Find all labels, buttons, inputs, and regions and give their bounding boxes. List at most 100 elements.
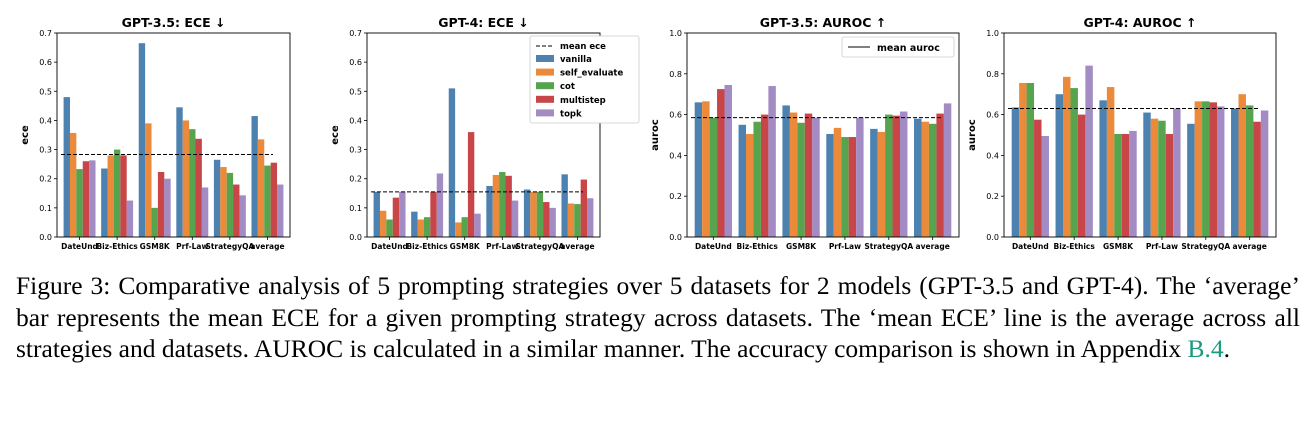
bar-vanilla-Biz-Ethics: [101, 168, 108, 237]
y-tick-label: 0.6: [669, 111, 682, 120]
y-tick-label: 0.8: [986, 70, 999, 79]
bar-cot-GSM8K: [797, 122, 805, 237]
x-tick-label: GSM8K: [140, 242, 171, 251]
bar-topk-GSM8K: [812, 117, 820, 237]
y-tick-label: 0.0: [986, 233, 999, 242]
x-tick-label: DateUnd: [1012, 242, 1049, 251]
bar-vanilla-Biz-Ethics: [1055, 94, 1064, 237]
bar-cot-GSM8K: [1114, 133, 1122, 237]
bar-self_evaluate-average: [567, 203, 575, 237]
bar-topk-Biz-Ethics: [1085, 65, 1093, 237]
bar-multistep-GSM8K: [804, 113, 813, 237]
bar-topk-Prf-Law: [201, 187, 209, 237]
y-tick-label: 0.4: [669, 151, 682, 160]
bar-cot-StrategyQA: [536, 191, 544, 237]
bar-multistep-StrategyQA: [543, 202, 550, 237]
bar-topk-Prf-Law: [856, 117, 864, 237]
x-tick-label: Prf-Law: [1146, 242, 1178, 251]
legend-label: topk: [560, 109, 582, 119]
plot-frame: [1003, 32, 1277, 238]
bar-vanilla-DateUnd: [373, 191, 380, 237]
x-tick-label: Biz-Ethics: [737, 242, 779, 251]
x-tick-label: GSM8K: [1103, 242, 1134, 251]
bar-cot-Prf-Law: [841, 137, 849, 237]
bar-multistep-Biz-Ethics: [430, 191, 437, 237]
bar-cot-DateUnd: [1026, 82, 1035, 237]
bar-cot-average: [1245, 105, 1254, 237]
bar-vanilla-DateUnd: [1011, 107, 1020, 238]
bar-multistep-DateUnd: [717, 89, 725, 237]
bar-cot-Biz-Ethics: [1070, 88, 1078, 237]
bar-vanilla-average: [561, 174, 568, 237]
bar-topk-StrategyQA: [899, 111, 908, 237]
x-tick-label: average: [1233, 242, 1267, 251]
bar-topk-Prf-Law: [1173, 108, 1181, 237]
chart-panel-1: GPT-3.5: ECE ↓ 0.0 0.1 0.2 0.3 0.4 0.5 0.6 0.7 Da…: [20, 15, 291, 251]
bar-self_evaluate-Biz-Ethics: [107, 155, 114, 237]
bar-topk-average: [277, 184, 284, 237]
x-tick-label: Prf-Law: [176, 242, 208, 251]
bar-topk-StrategyQA: [549, 207, 556, 237]
y-tick-label: 0.5: [39, 87, 52, 96]
bar-self_evaluate-GSM8K: [145, 123, 152, 237]
bar-self_evaluate-Biz-Ethics: [746, 133, 754, 237]
appendix-link[interactable]: B.4: [1187, 334, 1224, 363]
bar-topk-Biz-Ethics: [436, 173, 444, 237]
bar-multistep-DateUnd: [392, 197, 400, 237]
bar-multistep-GSM8K: [467, 132, 475, 237]
bar-self_evaluate-Biz-Ethics: [417, 219, 424, 237]
caption-end: .: [1223, 334, 1231, 363]
bar-vanilla-Biz-Ethics: [411, 211, 418, 237]
bar-topk-GSM8K: [164, 178, 171, 237]
x-tick-label: StrategyQA: [205, 242, 254, 251]
bar-topk-GSM8K: [474, 213, 481, 237]
chart-panel-4: GPT-4: AUROC ↑ 0.0 0.2 0.4 0.6 0.8 1.0 DateUnd B…: [967, 15, 1277, 251]
bar-cot-GSM8K: [461, 217, 468, 237]
bar-self_evaluate-average: [921, 121, 929, 237]
bar-self_evaluate-average: [1238, 94, 1246, 237]
y-tick-label: 0.4: [349, 116, 362, 125]
legend-label: self_evaluate: [560, 69, 623, 79]
figure-caption: Figure 3: Comparative analysis of 5 prom…: [16, 270, 1300, 365]
bar-multistep-Prf-Law: [505, 175, 512, 237]
bar-self_evaluate-StrategyQA: [1194, 101, 1203, 237]
y-tick-label: 0.4: [986, 151, 999, 160]
legend-box: [529, 35, 640, 124]
y-tick-label: 0.4: [39, 116, 52, 125]
x-tick-label: GSM8K: [786, 242, 817, 251]
x-tick-label: average: [250, 242, 284, 251]
bar-topk-Biz-Ethics: [768, 86, 776, 237]
legend-swatch-topk: [536, 109, 554, 117]
bar-multistep-average: [270, 162, 278, 237]
bar-vanilla-Prf-Law: [826, 133, 834, 237]
bar-vanilla-StrategyQA: [213, 159, 221, 237]
y-tick-label: 0.6: [986, 111, 999, 120]
y-tick-label: 0.2: [349, 175, 362, 184]
bar-self_evaluate-GSM8K: [455, 222, 462, 237]
bar-vanilla-StrategyQA: [1187, 123, 1195, 237]
y-tick-label: 1.0: [986, 29, 999, 38]
bar-self_evaluate-GSM8K: [789, 112, 798, 237]
bar-vanilla-average: [1231, 108, 1239, 237]
bar-multistep-DateUnd: [1034, 119, 1042, 237]
legend-swatch-multistep: [536, 95, 554, 103]
caption-text: Figure 3: Comparative analysis of 5 prom…: [16, 271, 1300, 363]
bar-cot-Biz-Ethics: [753, 121, 761, 237]
x-tick-label: DateUnd: [695, 242, 732, 251]
bar-self_evaluate-Prf-Law: [833, 127, 842, 237]
bar-self_evaluate-Biz-Ethics: [1063, 76, 1071, 237]
legend-label: mean ece: [560, 42, 606, 52]
y-tick-label: 0.3: [349, 146, 362, 155]
x-tick-label: Biz-Ethics: [1054, 242, 1096, 251]
y-axis-label: auroc: [967, 119, 978, 151]
bar-vanilla-DateUnd: [63, 97, 70, 237]
bar-multistep-DateUnd: [82, 161, 90, 237]
chart-panel-3: GPT-3.5: AUROC ↑ 0.0 0.2 0.4 0.6 0.8 1.0 DateUn…: [650, 15, 960, 251]
bar-cot-Biz-Ethics: [113, 149, 121, 237]
bar-cot-average: [574, 204, 581, 237]
chart-title: GPT-4: ECE ↓: [438, 15, 528, 30]
bar-vanilla-average: [914, 118, 922, 237]
bar-cot-Prf-Law: [1158, 120, 1166, 237]
bar-vanilla-Prf-Law: [176, 107, 183, 237]
bar-topk-DateUnd: [724, 85, 732, 238]
